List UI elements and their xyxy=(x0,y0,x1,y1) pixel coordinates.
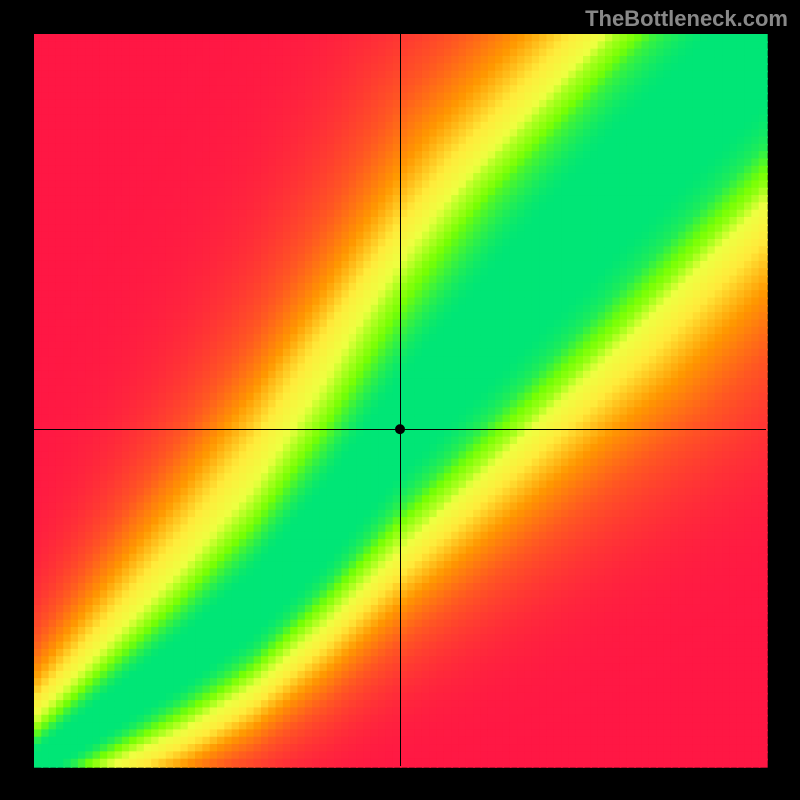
watermark-text: TheBottleneck.com xyxy=(585,6,788,32)
bottleneck-heatmap xyxy=(0,0,800,800)
chart-container: TheBottleneck.com xyxy=(0,0,800,800)
